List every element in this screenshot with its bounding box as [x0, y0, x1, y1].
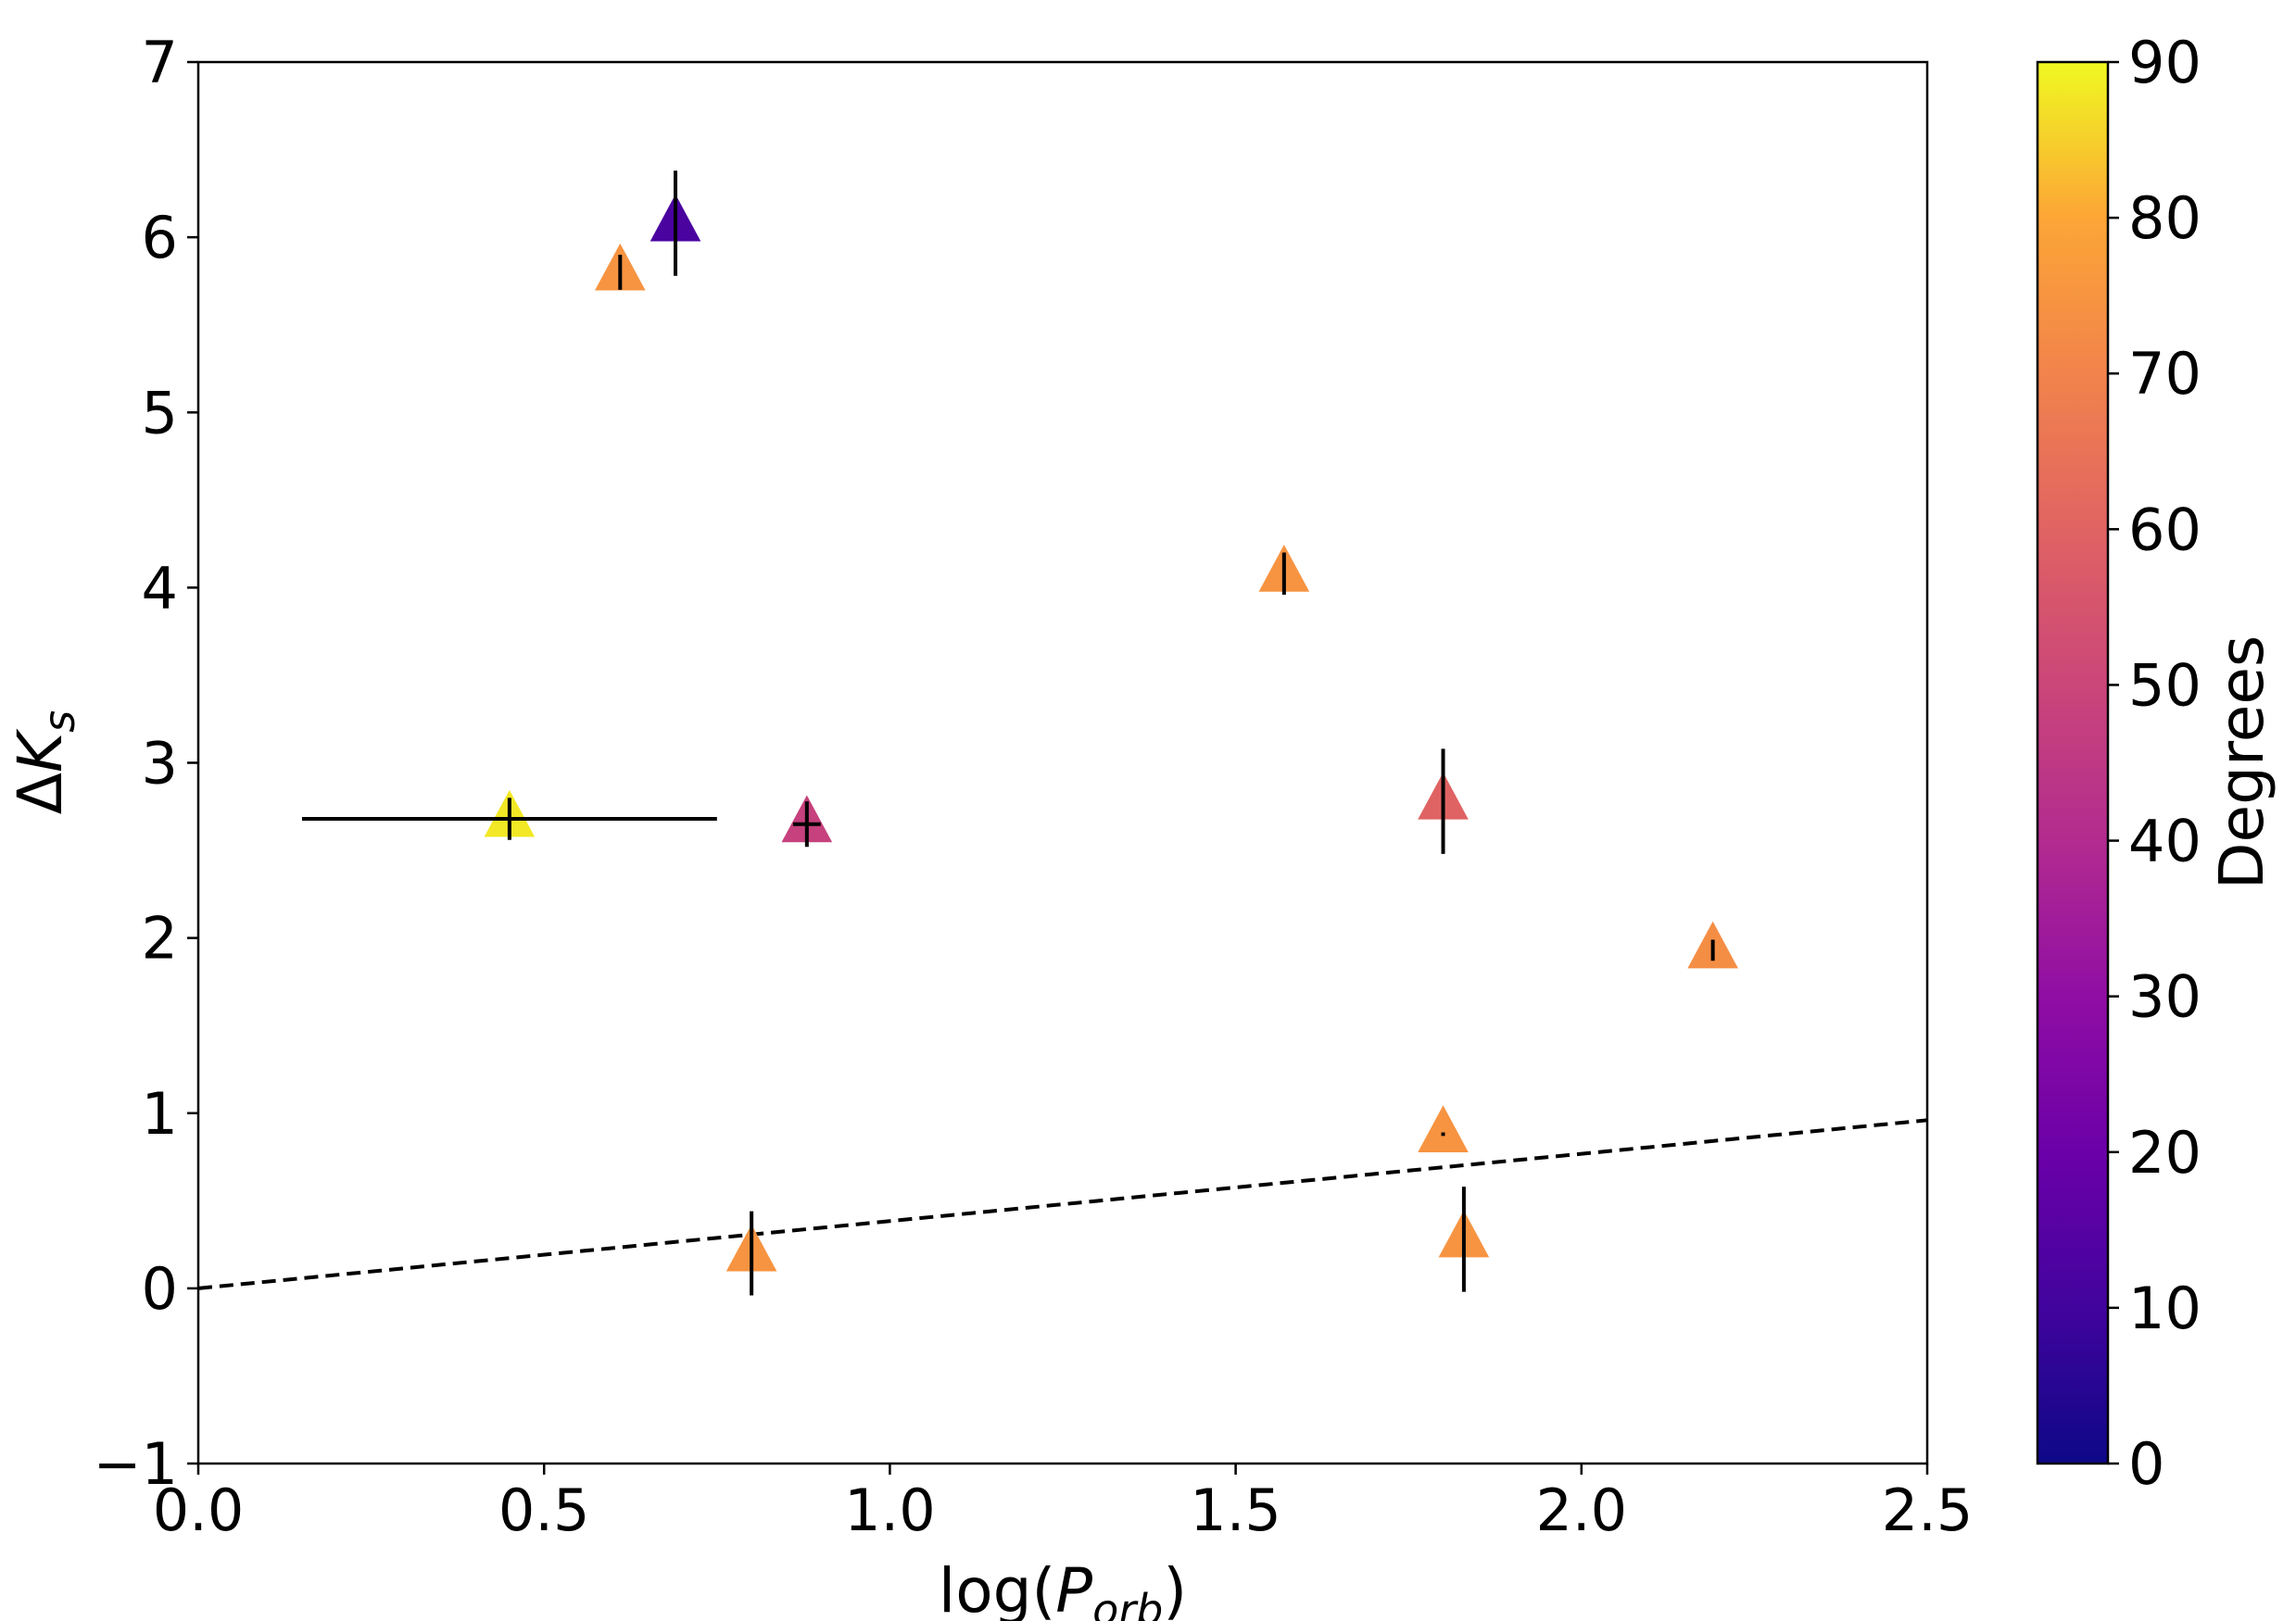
colorbar-tick-label: 50 — [2128, 651, 2201, 719]
colorbar — [2036, 60, 2110, 1465]
x-tick-label: 2.0 — [1535, 1476, 1627, 1544]
colorbar-tick-label: 30 — [2128, 963, 2201, 1031]
colorbar-tick-label: 10 — [2128, 1275, 2201, 1342]
colorbar-tick-label: 40 — [2128, 808, 2201, 875]
x-tick-label: 1.5 — [1190, 1476, 1281, 1544]
data-point-8 — [1418, 1105, 1469, 1152]
y-tick-label: 1 — [142, 1080, 178, 1148]
y-tick-label: 2 — [142, 905, 178, 973]
colorbar-tick-label: 80 — [2128, 184, 2201, 252]
reference-line — [197, 1118, 1928, 1290]
y-tick-label: 6 — [142, 204, 178, 271]
colorbar-tick-label: 60 — [2128, 496, 2201, 563]
y-tick-label: 3 — [142, 730, 178, 798]
x-axis-label: log(Porb) — [939, 1555, 1187, 1621]
colorbar-label: Degrees — [2206, 635, 2277, 890]
colorbar-tick-label: 20 — [2128, 1119, 2201, 1187]
x-tick-label: 1.0 — [844, 1476, 936, 1544]
y-tick-label: 0 — [142, 1255, 178, 1323]
y-tick-label: 4 — [142, 554, 178, 622]
colorbar-tick-label: 70 — [2128, 340, 2201, 408]
x-tick-label: 2.5 — [1882, 1476, 1974, 1544]
y-tick-label: −1 — [94, 1430, 178, 1498]
y-tick-label: 7 — [142, 29, 178, 96]
x-tick-label: 0.0 — [153, 1476, 245, 1544]
y-tick-label: 5 — [142, 379, 178, 446]
colorbar-tick-label: 0 — [2128, 1430, 2164, 1498]
y-axis-label: ΔKs — [5, 710, 84, 814]
x-tick-label: 0.5 — [498, 1476, 590, 1544]
plot-area — [198, 62, 1927, 1464]
colorbar-tick-label: 90 — [2128, 29, 2201, 96]
